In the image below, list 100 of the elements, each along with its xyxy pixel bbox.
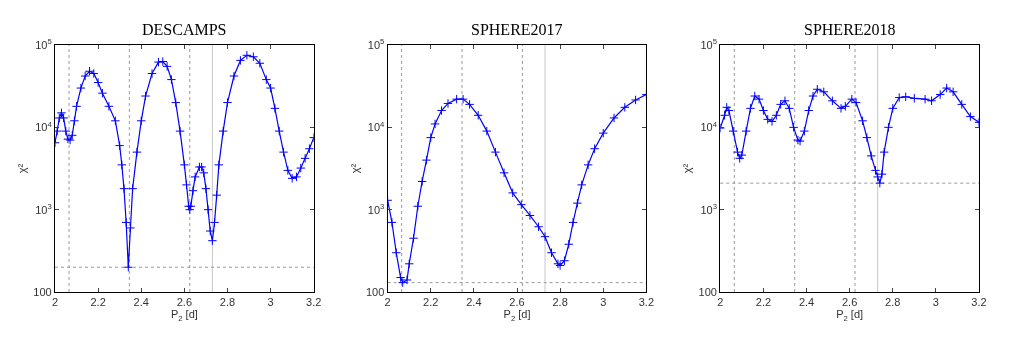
point <box>808 91 818 101</box>
x-tick-label: 2.2 <box>90 296 106 309</box>
x-axis-title: P$_{2}$ [d] <box>836 308 864 323</box>
x-tick-label: 3.2 <box>971 296 987 309</box>
point <box>576 180 587 190</box>
point <box>750 91 760 101</box>
y-tick-label: 10$^{5}$ <box>35 37 52 51</box>
point <box>799 126 810 136</box>
point <box>568 217 578 228</box>
point <box>572 198 583 208</box>
x-tick-label: 2 <box>717 296 724 309</box>
point <box>490 147 501 157</box>
y-axis-title: χ² <box>348 163 361 174</box>
y-tick-label: 100 <box>365 285 385 298</box>
y-tick-label: 10$^{5}$ <box>700 37 717 51</box>
chart-title: SPHERE2018 <box>804 21 896 38</box>
point <box>894 92 904 103</box>
x-tick-label: 2.4 <box>133 296 149 309</box>
y-tick-label: 10$^{3}$ <box>35 201 52 216</box>
y-tick-label: 10$^{4}$ <box>700 119 718 134</box>
x-tick-label: 2.8 <box>885 296 901 309</box>
x-axis-title: P$_{2}$ [d] <box>503 308 531 323</box>
point <box>598 128 608 138</box>
x-tick-label: 2.6 <box>176 296 193 309</box>
point <box>888 103 898 114</box>
y-tick-label: 10$^{4}$ <box>35 119 53 134</box>
x-tick-label: 3.2 <box>306 296 322 309</box>
point <box>857 116 868 126</box>
x-axis-title: P$_{2}$ [d] <box>170 308 198 323</box>
point <box>840 101 851 112</box>
point <box>965 111 976 122</box>
point <box>620 102 630 113</box>
point <box>862 132 872 143</box>
y-tick-label: 100 <box>698 285 717 298</box>
point <box>408 233 419 243</box>
point <box>909 93 920 104</box>
point <box>851 97 861 108</box>
point <box>775 99 786 110</box>
chart-title: SPHERE2017 <box>471 21 563 38</box>
point <box>780 96 790 106</box>
y-axis-title: χ² <box>681 163 694 174</box>
x-tick-label: 2.4 <box>798 296 815 309</box>
y-tick-label: 10$^{4}$ <box>367 119 386 134</box>
point <box>525 210 535 221</box>
x-tick-label: 2 <box>51 296 59 309</box>
point <box>741 126 751 136</box>
point <box>533 222 544 232</box>
point <box>827 96 838 106</box>
point <box>720 110 730 120</box>
point <box>436 105 447 116</box>
point <box>451 94 462 104</box>
chart-title: DESCAMPS <box>142 21 227 38</box>
x-tick-label: 2 <box>384 296 391 309</box>
y-tick-label: 10$^{3}$ <box>367 201 385 216</box>
point <box>728 126 738 136</box>
point <box>920 94 930 104</box>
point <box>935 89 945 100</box>
point <box>926 96 937 106</box>
x-tick-label: 2.4 <box>466 296 482 309</box>
point <box>546 248 557 258</box>
point <box>516 199 527 210</box>
point <box>417 176 427 187</box>
point <box>957 99 967 110</box>
x-tick-label: 3 <box>600 296 607 309</box>
point <box>754 94 764 104</box>
point <box>473 110 483 120</box>
x-tick-label: 3 <box>267 296 274 309</box>
point <box>507 188 518 198</box>
point <box>443 98 453 109</box>
point <box>430 119 440 129</box>
point <box>609 113 619 123</box>
y-axis-title: χ² <box>15 163 28 174</box>
point <box>767 116 777 127</box>
point <box>583 160 593 170</box>
point <box>883 122 894 133</box>
x-tick-label: 2.6 <box>509 296 525 309</box>
point <box>540 231 550 242</box>
x-tick-label: 2.2 <box>755 296 772 309</box>
point <box>421 155 432 165</box>
point <box>482 126 492 136</box>
point <box>426 132 436 143</box>
point <box>589 144 600 154</box>
point <box>630 95 641 105</box>
point <box>836 103 846 114</box>
point <box>758 105 769 116</box>
point <box>559 256 570 266</box>
point <box>745 103 756 114</box>
x-tick-label: 3.2 <box>638 296 655 309</box>
point <box>784 103 794 114</box>
x-tick-label: 2.6 <box>841 296 858 309</box>
y-tick-label: 10$^{3}$ <box>700 201 717 216</box>
y-tick-label: 100 <box>33 285 52 298</box>
point <box>879 147 889 157</box>
point <box>387 217 397 228</box>
x-tick-label: 3 <box>932 296 939 309</box>
point <box>499 168 509 178</box>
point <box>803 105 814 116</box>
x-tick-label: 2.2 <box>423 296 439 309</box>
point <box>866 151 876 161</box>
point <box>847 94 857 104</box>
